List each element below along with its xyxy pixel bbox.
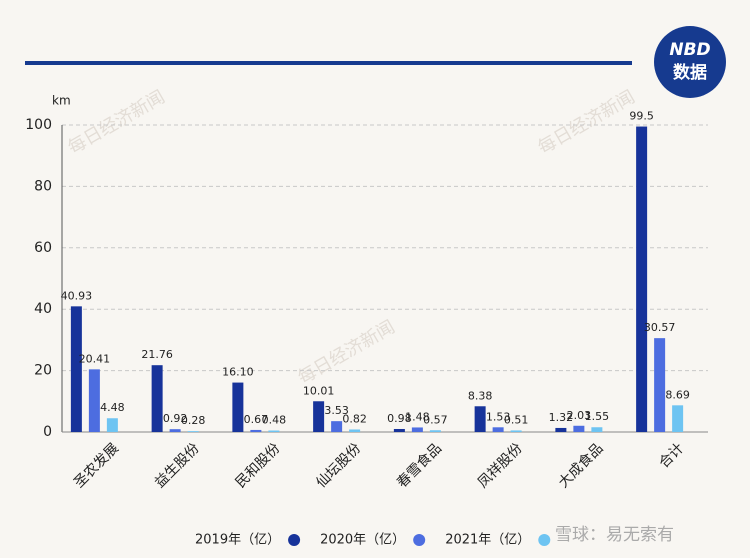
bar: [313, 401, 325, 432]
bar: [654, 338, 666, 432]
value-label: 0.57: [423, 413, 448, 426]
bar: [510, 430, 522, 432]
value-label: 10.01: [303, 384, 335, 397]
logo-badge: [654, 26, 726, 98]
value-label: 0.48: [262, 414, 287, 427]
x-tick-label: 大成食品: [555, 440, 607, 492]
bar: [474, 406, 486, 432]
bar: [411, 427, 423, 432]
bar: [573, 425, 585, 432]
legend-label: 2020年（亿）: [320, 533, 405, 548]
x-tick-label: 春雪食品: [393, 440, 445, 492]
value-label: 1.48: [405, 410, 430, 423]
x-tick-label: 益生股份: [152, 440, 203, 491]
bar: [393, 428, 405, 432]
y-tick-label: 60: [34, 240, 52, 256]
y-tick-label: 80: [34, 178, 52, 194]
legend-label: 2019年（亿）: [195, 533, 280, 548]
value-label: 0.98: [387, 412, 412, 425]
watermark: 每日经济新闻: [65, 86, 169, 158]
value-label: 99.5: [629, 110, 654, 123]
bar: [232, 382, 244, 432]
x-tick-label: 民和股份: [233, 440, 284, 491]
bar: [636, 126, 648, 432]
legend-label: 2021年（亿）: [445, 533, 530, 548]
bar: [492, 427, 504, 432]
bar: [349, 429, 361, 432]
x-tick-label: 圣农发展: [71, 440, 122, 491]
bar: [106, 418, 118, 432]
watermark: 每日经济新闻: [295, 316, 399, 388]
legend-marker: [413, 534, 426, 546]
x-tick-label: 凤祥股份: [475, 440, 526, 491]
x-tick-label: 合计: [656, 440, 687, 471]
value-label: 1.32: [549, 411, 574, 424]
y-tick-label: 0: [43, 424, 52, 440]
value-label: 0.28: [181, 414, 206, 427]
legend-marker: [288, 534, 301, 546]
value-label: 1.53: [486, 410, 511, 423]
bar: [169, 429, 181, 432]
value-label: 0.51: [504, 413, 529, 426]
bar: [555, 427, 567, 432]
watermarks: 每日经济新闻 每日经济新闻 每日经济新闻: [65, 86, 639, 388]
value-label: 0.82: [342, 412, 367, 425]
logo-text: 数据: [673, 62, 707, 83]
bar: [591, 427, 603, 432]
x-tick-label: 仙坛股份: [313, 440, 364, 491]
value-label: 0.92: [163, 412, 188, 425]
bar: [268, 430, 280, 432]
value-label: 21.76: [141, 348, 173, 361]
legend-marker: [538, 534, 551, 546]
bar: [429, 430, 441, 432]
bar: [331, 421, 343, 432]
value-label: 40.93: [61, 289, 93, 302]
bar: [70, 306, 82, 432]
value-label: 20.41: [79, 352, 111, 365]
bar: [250, 429, 262, 432]
value-label: 8.38: [468, 389, 493, 402]
value-label: 30.57: [644, 321, 676, 334]
watermark: 每日经济新闻: [535, 86, 639, 158]
bar: [672, 405, 684, 432]
value-label: 16.10: [222, 366, 254, 379]
value-label: 4.48: [100, 401, 125, 414]
bar: [151, 365, 163, 432]
bar: [187, 431, 199, 432]
value-label: 1.55: [585, 410, 610, 423]
source-mark: 雪球：易无索有: [555, 525, 674, 545]
value-label: 8.69: [665, 388, 690, 401]
y-tick-label: 20: [34, 363, 52, 379]
logo-text: NBD: [669, 40, 710, 60]
value-label: 0.67: [244, 413, 269, 426]
y-tick-label: 40: [34, 301, 52, 317]
bar: [88, 369, 100, 432]
y-axis-label: km: [52, 94, 71, 108]
value-label: 3.53: [324, 404, 349, 417]
value-label: 2.03: [567, 409, 592, 422]
y-tick-label: 100: [25, 117, 52, 133]
